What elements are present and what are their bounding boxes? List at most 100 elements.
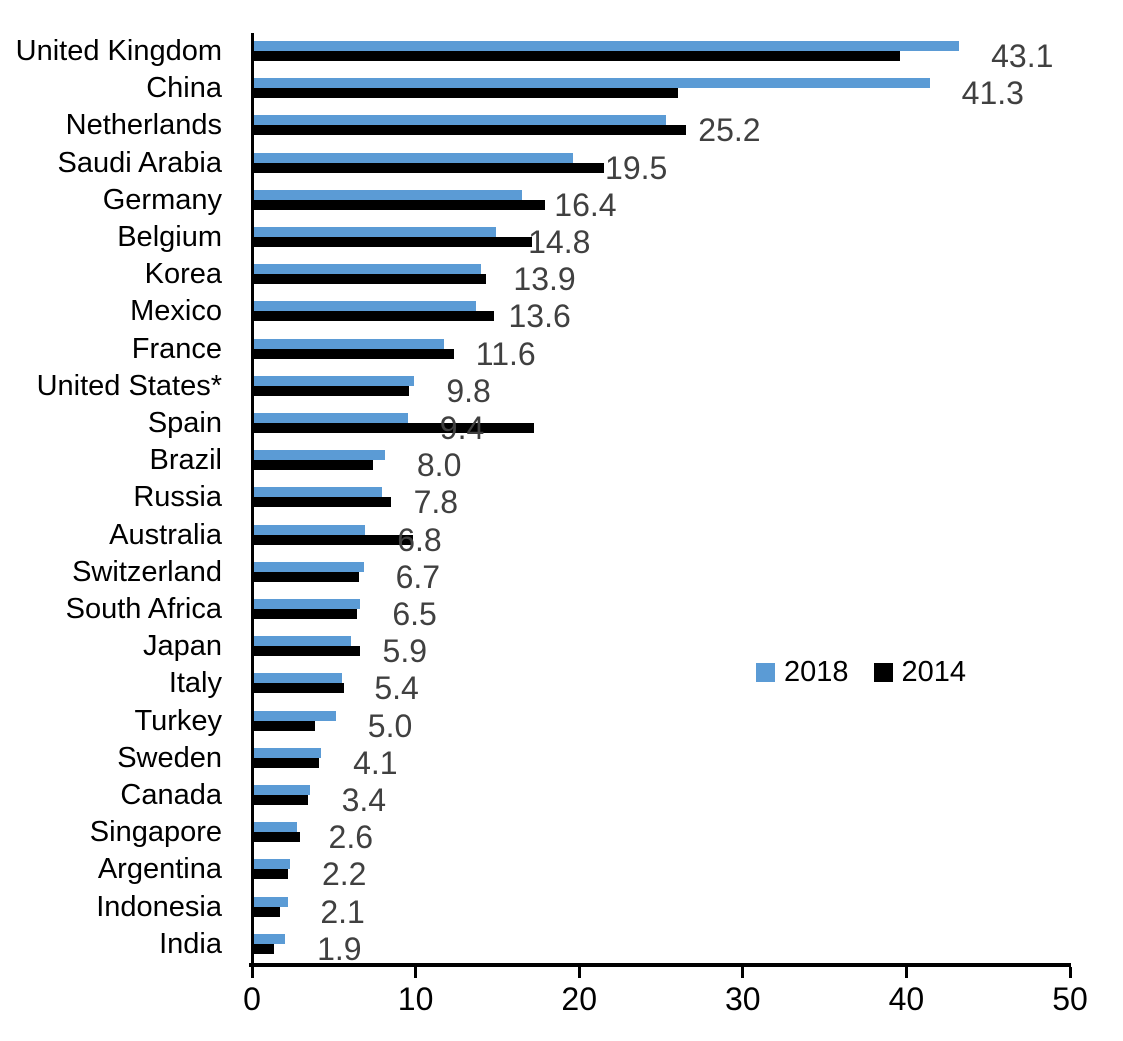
data-label: 2.6 <box>328 819 374 856</box>
chart-row: 5.4 <box>254 665 1070 706</box>
chart-row: 7.8 <box>254 479 1070 520</box>
bar-2018 <box>254 413 408 423</box>
bar-2018 <box>254 189 523 200</box>
bar-2014 <box>254 609 358 619</box>
category-label: United Kingdom <box>15 35 222 68</box>
category-label: Saudi Arabia <box>57 146 222 179</box>
category-label: Mexico <box>130 295 222 328</box>
chart-row: 8.0 <box>254 442 1070 483</box>
legend-item-2014: 2014 <box>873 656 967 689</box>
legend-label-2014: 2014 <box>901 656 967 688</box>
category-label: Netherlands <box>65 109 222 142</box>
bar-2014 <box>254 274 487 285</box>
category-label: Italy <box>168 667 222 700</box>
bar-2018 <box>254 152 574 163</box>
data-label: 11.6 <box>475 335 536 372</box>
chart-row: 6.7 <box>254 554 1070 595</box>
bar-2014 <box>254 683 344 694</box>
bar-2014 <box>254 385 410 396</box>
data-label: 41.3 <box>961 75 1024 112</box>
bar-2014 <box>254 88 678 99</box>
chart-row: 16.4 <box>254 182 1070 223</box>
bar-2014 <box>254 571 359 582</box>
bar-2014 <box>254 943 274 954</box>
bar-2014 <box>254 51 901 61</box>
data-label: 1.9 <box>317 930 362 967</box>
x-tick <box>1068 967 1072 978</box>
data-label: 25.2 <box>698 112 761 149</box>
bar-2018 <box>254 487 382 498</box>
chart-row: 2.6 <box>254 814 1070 855</box>
category-label: France <box>131 332 222 365</box>
data-label: 19.5 <box>605 149 668 186</box>
data-label: 6.5 <box>392 596 437 633</box>
bar-2014 <box>254 311 495 322</box>
x-tick-label: 30 <box>725 981 761 1017</box>
bar-2014 <box>254 832 300 843</box>
category-label: Brazil <box>149 444 222 477</box>
x-tick <box>577 967 581 978</box>
chart-row: 41.3 <box>254 70 1070 111</box>
legend-swatch-2014 <box>873 663 893 682</box>
chart-row: 43.1 <box>254 33 1070 74</box>
category-label: Belgium <box>117 221 222 254</box>
data-label: 9.8 <box>446 372 491 409</box>
chart-row: 9.8 <box>254 368 1070 409</box>
category-label: Indonesia <box>96 890 222 923</box>
data-label: 8.0 <box>416 447 462 484</box>
bar-2018 <box>254 710 336 721</box>
data-label: 2.2 <box>321 856 367 893</box>
category-label: China <box>146 72 222 105</box>
data-label: 2.1 <box>320 893 365 930</box>
bar-2018 <box>254 822 297 833</box>
legend-label-2018: 2018 <box>784 656 849 688</box>
x-tick-label: 40 <box>888 981 925 1017</box>
category-label: India <box>159 927 222 960</box>
bar-2018 <box>254 561 364 572</box>
data-label: 16.4 <box>554 186 617 223</box>
x-tick <box>904 967 908 978</box>
category-label: Canada <box>120 779 222 812</box>
bar-2018 <box>254 785 310 795</box>
chart-row: 1.9 <box>254 926 1070 967</box>
bar-2018 <box>254 375 415 386</box>
data-label: 5.4 <box>374 670 419 707</box>
chart-row: 6.8 <box>254 517 1070 558</box>
data-label: 7.8 <box>413 484 459 521</box>
chart-row: 2.2 <box>254 851 1070 892</box>
bar-2018 <box>254 524 366 535</box>
bar-2018 <box>254 673 343 684</box>
legend-swatch-2018 <box>756 663 775 682</box>
chart-row: 13.6 <box>254 293 1070 334</box>
chart-row: 19.5 <box>254 145 1070 186</box>
category-label: Australia <box>109 518 222 551</box>
bar-2018 <box>254 896 289 907</box>
category-label: Germany <box>102 183 222 216</box>
category-label: Spain <box>147 407 222 440</box>
x-axis-line <box>249 963 1071 967</box>
bar-2018 <box>254 338 444 349</box>
data-label: 6.8 <box>397 521 442 558</box>
bar-2018 <box>254 599 361 609</box>
bar-2014 <box>254 348 454 359</box>
bar-2014 <box>254 869 289 880</box>
x-tick-label: 20 <box>561 981 597 1017</box>
bar-2018 <box>254 636 351 647</box>
x-tick <box>414 967 418 978</box>
data-label: 4.1 <box>353 744 398 781</box>
x-tick <box>250 967 254 978</box>
chart-row: 2.1 <box>254 889 1070 930</box>
bar-2014 <box>254 125 686 136</box>
category-label: Argentina <box>97 853 222 886</box>
bar-2018 <box>254 450 385 461</box>
y-axis-line <box>251 33 254 967</box>
bar-2018 <box>254 301 477 312</box>
data-label: 6.7 <box>395 558 441 595</box>
data-label: 14.8 <box>528 224 591 261</box>
bar-2014 <box>254 906 281 917</box>
bar-2014 <box>254 497 392 508</box>
chart-row: 4.1 <box>254 740 1070 781</box>
category-label: Russia <box>133 481 222 514</box>
category-label: Japan <box>142 630 222 663</box>
